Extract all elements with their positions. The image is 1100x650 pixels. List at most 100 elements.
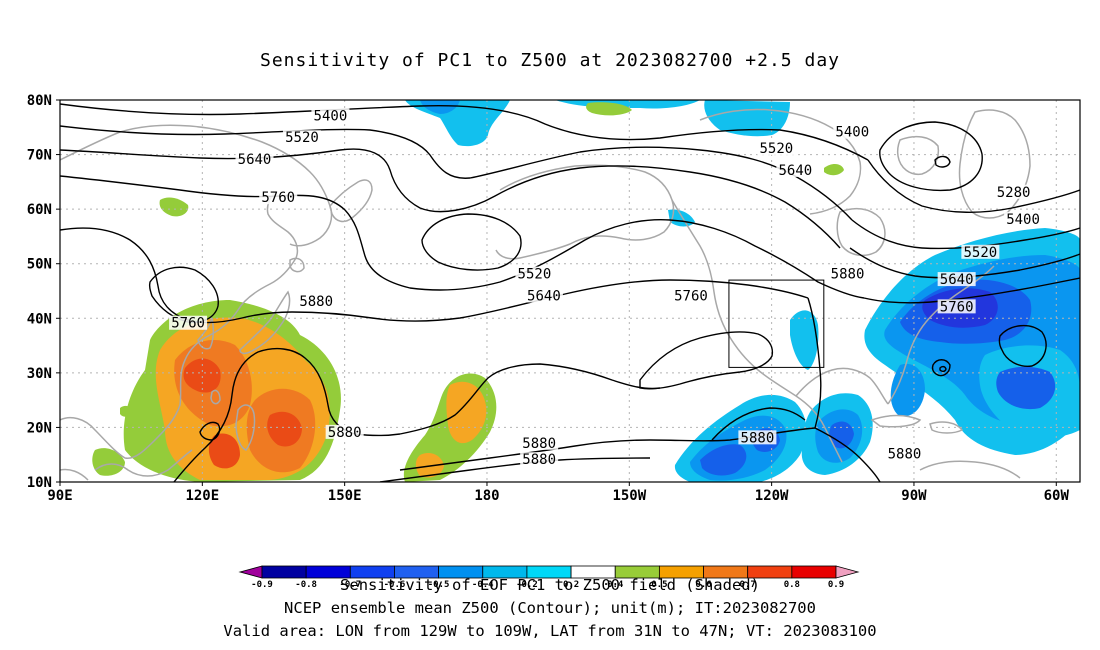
- contour-5880-small: [931, 359, 951, 377]
- contour-label-bg: [937, 299, 976, 314]
- contour-label: 5760: [261, 190, 295, 206]
- shade-arctic-green: [586, 102, 632, 116]
- coast-taiwan: [210, 389, 221, 405]
- colorbar: -0.9 -0.8 -0.7 -0.6 -0.5 -0.4 -0.2 0.2 0.4 0.5 0.6…: [238, 565, 860, 590]
- shade-green-canada: [824, 164, 844, 176]
- colorbar-tick-label: 0.5: [651, 580, 667, 590]
- coast-alaska: [495, 164, 675, 260]
- contour-label: 5400: [835, 125, 869, 141]
- shade-gulf-dark: [829, 421, 854, 449]
- lon-label: 90E: [47, 488, 72, 504]
- coast-asia-east: [60, 191, 299, 459]
- colorbar-tick-label: -0.2: [516, 580, 538, 590]
- contour-label-bg: [235, 152, 274, 167]
- contour-label-bg: [961, 244, 1000, 259]
- caption-valid-area: Valid area: LON from 129W to 109W, LAT f…: [223, 622, 877, 640]
- contour-label: 5520: [285, 130, 319, 146]
- contour-5760-low: [148, 266, 219, 324]
- contour-5880-mexico: [711, 407, 806, 441]
- colorbar-tick-label: -0.7: [339, 580, 361, 590]
- contour-5280-high: [879, 121, 983, 192]
- contour-label: 5880: [522, 452, 556, 468]
- coast-kamchatka: [329, 179, 373, 223]
- contour-label-bg: [937, 272, 976, 287]
- colorbar-tick-label: -0.6: [384, 580, 406, 590]
- shade-small-green3: [120, 405, 133, 417]
- sensitivity-shading: [92, 100, 1080, 482]
- contour-label: 5760: [940, 299, 974, 315]
- shade-arctic-blue2: [420, 100, 460, 114]
- coast-greenland: [958, 109, 1031, 219]
- contour-label-bg: [738, 430, 777, 445]
- contour-label: 5400: [1006, 212, 1040, 228]
- lat-label: 60N: [27, 202, 52, 218]
- colorbar-tick-label: 0.2: [563, 580, 579, 590]
- contour-label-bg: [311, 108, 350, 123]
- contour-label-bg: [1004, 212, 1043, 227]
- shade-east-asia-red1: [183, 358, 221, 393]
- contour-label-bg: [776, 162, 815, 177]
- colorbar-tick-label: -0.8: [295, 580, 317, 590]
- contour-label-bg: [757, 141, 796, 156]
- contour-label-bg: [671, 288, 710, 303]
- contour-label-bg: [994, 184, 1033, 199]
- contour-label-bg: [885, 446, 924, 461]
- contour-5880-east: [814, 427, 881, 482]
- coast-cuba: [870, 414, 922, 428]
- contour-5880-west: [60, 227, 809, 324]
- contour-label: 5280: [997, 185, 1031, 201]
- contour-5760-west: [60, 175, 865, 299]
- colorbar-tick-label: 0.6: [695, 580, 711, 590]
- contour-5880-lowcircle: [199, 421, 221, 441]
- contour-label: 5520: [518, 267, 552, 283]
- contour-label: 5880: [522, 436, 556, 452]
- shade-tep-dark: [700, 444, 747, 476]
- contour-5880-sep1: [399, 363, 661, 435]
- coast-japan: [239, 290, 291, 355]
- contour-5520-west: [60, 125, 853, 221]
- plot-frame: [59, 99, 1081, 483]
- contour-label: 5760: [171, 316, 205, 332]
- colorbar-tick-label: 0.4: [607, 580, 624, 590]
- contour-5880-subtrop: [807, 297, 822, 429]
- lon-label: 120W: [755, 488, 789, 504]
- contour-label: 5760: [674, 288, 708, 304]
- contour-labels: 5400 5520 5640 5760 5880 5760 5880 5400 5520 5640…: [169, 108, 1043, 468]
- contour-label: 5880: [831, 267, 865, 283]
- colorbar-tick-label: 0.9: [828, 580, 844, 590]
- colorbar-tick-label: 0.7: [740, 580, 756, 590]
- contour-label: 5640: [238, 152, 272, 168]
- contour-label: 5400: [314, 108, 348, 124]
- shade-small-green2: [92, 448, 125, 476]
- lon-label: 150W: [612, 488, 646, 504]
- contour-5880-tiny: [939, 365, 947, 373]
- shade-dateline-orange2: [415, 453, 444, 478]
- lat-label: 30N: [27, 366, 52, 382]
- coast-baffin: [896, 135, 940, 176]
- latitude-labels: 80N 70N 60N 50N 40N 30N 20N 10N: [27, 93, 60, 491]
- contour-label-bg: [833, 124, 872, 139]
- contour-5640-low: [421, 213, 522, 271]
- contour-label-bg: [828, 266, 867, 281]
- coast-philippines: [235, 404, 256, 451]
- colorbar-high-arrow: [835, 565, 860, 579]
- contour-label: 5880: [741, 430, 775, 446]
- shade-atlantic-sub2: [996, 366, 1056, 410]
- colorbar-tick-label: -0.5: [428, 580, 450, 590]
- contour-label-bg: [169, 315, 208, 330]
- coast-japan-north: [289, 257, 305, 273]
- contour-label: 5880: [888, 447, 922, 463]
- shade-east-asia-red2: [267, 411, 302, 447]
- contour-5400-west: [60, 103, 869, 161]
- shade-arctic-blue1: [405, 100, 510, 147]
- coast-china-south: [94, 449, 193, 477]
- colorbar-tick-label: 0.8: [784, 580, 800, 590]
- contour-label-bg: [282, 130, 321, 145]
- contour-5400-east: [867, 159, 1080, 213]
- shade-east-asia-red3: [208, 433, 240, 469]
- contour-label-bg: [524, 288, 563, 303]
- coast-hudson: [836, 207, 886, 257]
- chart-title: Sensitivity of PC1 to Z500 at 2023082700…: [259, 50, 840, 71]
- longitude-labels: 90E 120E 150E 180 150W 120W 90W 60W: [47, 482, 1069, 504]
